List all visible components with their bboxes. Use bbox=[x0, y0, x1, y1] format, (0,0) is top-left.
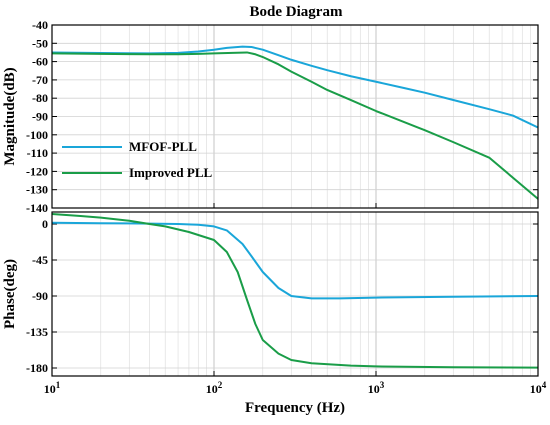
legend-label: MFOF-PLL bbox=[129, 139, 197, 154]
phase-series-mfof-pll bbox=[51, 221, 539, 300]
x-tick-label: 102 bbox=[206, 380, 223, 396]
phase-frame bbox=[51, 211, 539, 377]
phase-panel: 0 -45 -90 -135 -180 Phase(deg) bbox=[2, 211, 539, 377]
magnitude-y-tick-label: -70 bbox=[32, 73, 48, 87]
phase-y-tick-label: 0 bbox=[42, 217, 48, 231]
magnitude-y-tick-label: -100 bbox=[26, 128, 48, 142]
magnitude-y-tick-label: -60 bbox=[32, 55, 48, 69]
phase-y-tick-label: -45 bbox=[32, 253, 48, 267]
magnitude-y-tick-label: -110 bbox=[27, 146, 48, 160]
phase-y-tick-label: -90 bbox=[32, 289, 48, 303]
chart-title: Bode Diagram bbox=[250, 4, 343, 20]
magnitude-panel: -40 -50 -60 -70 -80 -90 -100 -110 -120 -130 -140 Ma… bbox=[2, 18, 539, 215]
phase-ylabel: Phase(deg) bbox=[2, 259, 18, 329]
phase-y-tick-label: -135 bbox=[26, 325, 48, 339]
x-tick-label: 103 bbox=[368, 380, 385, 396]
magnitude-y-tick-label: -40 bbox=[32, 18, 48, 32]
magnitude-ylabel: Magnitude(dB) bbox=[2, 67, 18, 165]
phase-y-tick-label: -180 bbox=[26, 361, 48, 375]
magnitude-y-tick-label: -120 bbox=[26, 164, 48, 178]
magnitude-y-tick-label: -50 bbox=[32, 36, 48, 50]
magnitude-y-tick-label: -130 bbox=[26, 183, 48, 197]
magnitude-series-improved-pll bbox=[51, 51, 539, 200]
magnitude-frame bbox=[51, 24, 539, 209]
phase-series-improved-pll bbox=[51, 213, 539, 369]
magnitude-series-mfof-pll bbox=[51, 45, 539, 129]
x-tick-label: 104 bbox=[530, 380, 547, 396]
x-tick-label: 101 bbox=[44, 380, 61, 396]
magnitude-y-tick-label: -80 bbox=[32, 91, 48, 105]
magnitude-y-tick-label: -140 bbox=[26, 201, 48, 215]
legend-label: Improved PLL bbox=[129, 165, 213, 180]
x-axis-label: Frequency (Hz) bbox=[245, 400, 345, 416]
legend: MFOF-PLL Improved PLL bbox=[62, 139, 213, 180]
magnitude-y-tick-label: -90 bbox=[32, 110, 48, 124]
